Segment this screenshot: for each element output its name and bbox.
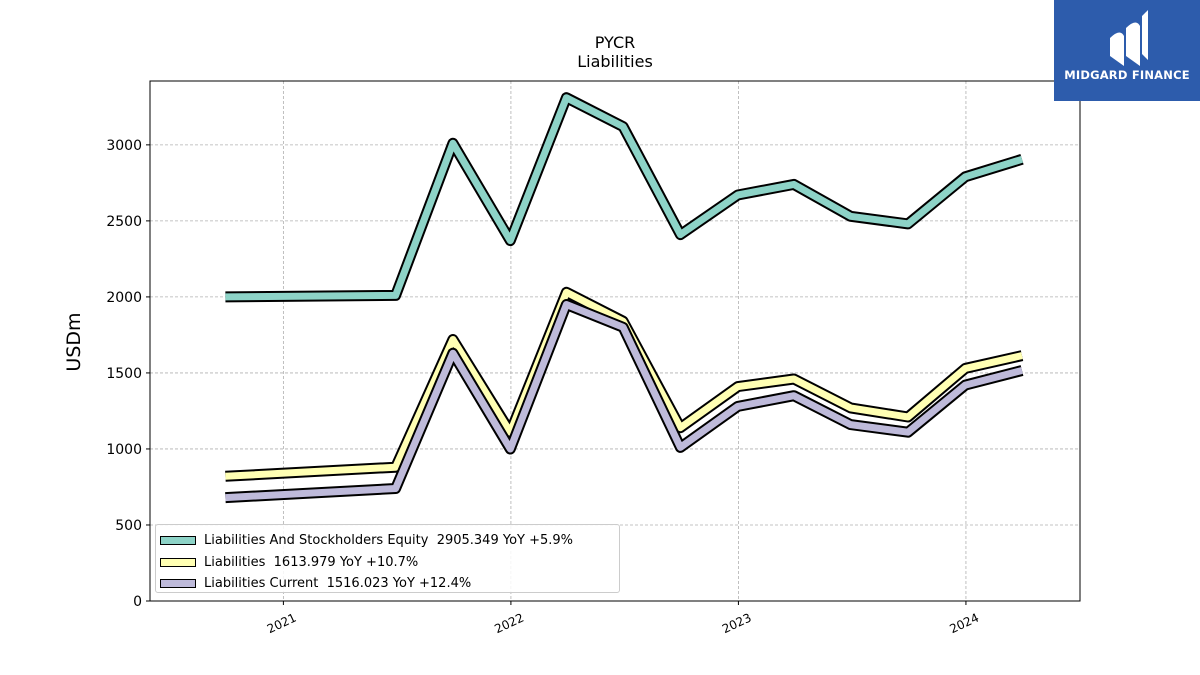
- y-axis-label: USDm: [63, 312, 85, 371]
- y-tick-label: 0: [133, 594, 142, 610]
- legend-item: Liabilities And Stockholders Equity 2905…: [160, 530, 619, 552]
- x-tick-label: 2022: [492, 611, 526, 637]
- logo-mark-icon: [1110, 9, 1149, 67]
- legend-item: Liabilities 1613.979 YoY +10.7%: [160, 552, 619, 574]
- series-line: [225, 288, 1023, 480]
- y-tick-label: 3000: [106, 138, 142, 154]
- legend-label: Liabilities 1613.979 YoY +10.7%: [204, 554, 419, 570]
- y-tick-label: 2000: [106, 290, 142, 306]
- y-tick-label: 500: [115, 518, 142, 534]
- x-tick-label: 2023: [720, 611, 754, 637]
- logo-text: MIDGARD FINANCE: [1064, 68, 1190, 82]
- legend-swatch: [160, 536, 196, 546]
- legend-item: Liabilities Current 1516.023 YoY +12.4%: [160, 573, 619, 595]
- chart-title: PYCR: [595, 33, 635, 52]
- y-tick-label: 1000: [106, 442, 142, 458]
- x-tick-label: 2024: [947, 611, 981, 637]
- legend-swatch: [160, 557, 196, 567]
- chart-subtitle: Liabilities: [577, 52, 653, 71]
- y-tick-label: 1500: [106, 366, 142, 382]
- series-line: [225, 301, 1023, 502]
- x-tick-label: 2021: [265, 611, 299, 637]
- y-tick-label: 2500: [106, 214, 142, 230]
- plot-frame: [149, 80, 1081, 602]
- series-line: [225, 94, 1024, 301]
- legend: Liabilities And Stockholders Equity 2905…: [155, 524, 620, 593]
- legend-swatch: [160, 579, 196, 589]
- legend-label: Liabilities Current 1516.023 YoY +12.4%: [204, 576, 472, 592]
- logo: MIDGARD FINANCE: [1054, 0, 1200, 101]
- legend-label: Liabilities And Stockholders Equity 2905…: [204, 533, 574, 549]
